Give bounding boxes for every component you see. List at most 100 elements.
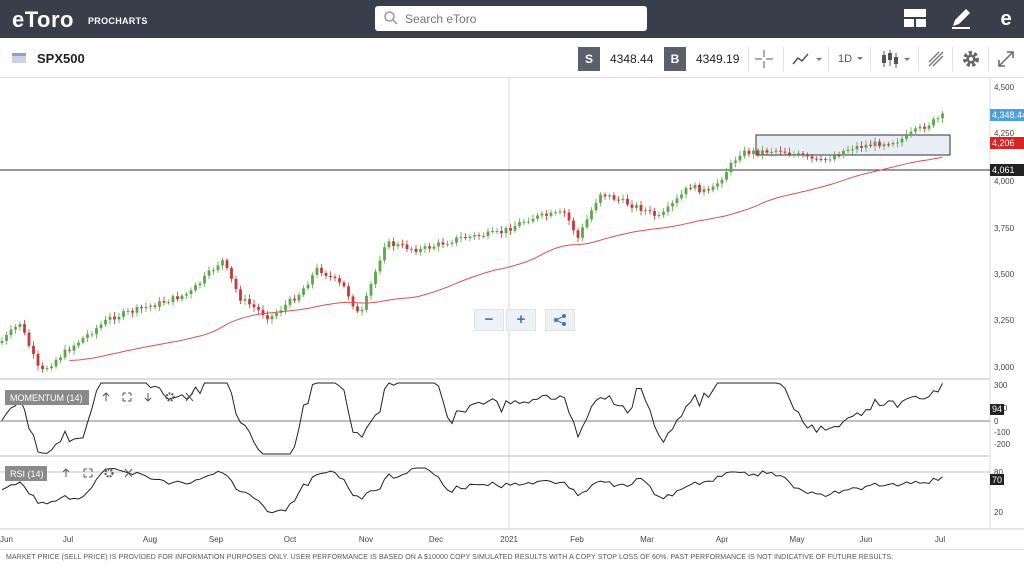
buy-price[interactable]: 4349.19 <box>696 52 740 66</box>
candle-body <box>819 159 823 161</box>
candle-body <box>725 171 728 180</box>
candle-body <box>608 195 611 197</box>
buy-button[interactable]: B <box>664 47 686 71</box>
candle-body <box>729 162 733 172</box>
candle-body <box>212 270 215 272</box>
candle-body <box>482 236 485 238</box>
candle-body <box>702 189 706 193</box>
time-tick: May <box>789 535 804 544</box>
candle-body <box>738 155 742 161</box>
candle-body <box>927 125 931 129</box>
candle-body <box>491 230 494 232</box>
candle-body <box>0 340 4 343</box>
timeframe-select[interactable]: 1D <box>838 53 853 65</box>
time-tick: Mar <box>640 535 654 544</box>
candle-body <box>14 326 17 330</box>
price-tick: 4,500 <box>994 83 1015 92</box>
candle-body <box>747 150 751 155</box>
candle-body <box>441 242 445 245</box>
layout-icon[interactable] <box>902 5 928 31</box>
candle-body <box>437 242 440 247</box>
candle-body <box>693 184 697 189</box>
rsi-controls[interactable] <box>62 468 133 478</box>
candle-body <box>5 334 8 341</box>
candle-body <box>774 150 778 152</box>
candle-body <box>414 248 418 252</box>
candle-body <box>527 221 530 223</box>
candle-body <box>171 296 175 303</box>
price-chart[interactable]: 4,500 4,250 4,000 3,750 3,500 3,250 3,00… <box>0 78 1024 549</box>
candle-body <box>302 288 305 295</box>
candle-body <box>846 149 850 151</box>
momentum-current-marker: 94 <box>992 404 1002 414</box>
candle-body <box>428 246 431 249</box>
settings-gear-icon[interactable] <box>961 49 981 69</box>
candle-body <box>149 305 152 307</box>
candle-body <box>59 357 62 360</box>
candle-body <box>855 146 859 150</box>
candle-body <box>941 113 944 119</box>
candle-body <box>473 235 476 237</box>
candle-body <box>495 230 499 232</box>
candle-body <box>77 342 80 346</box>
drawing-tools-icon[interactable] <box>927 50 945 68</box>
candle-body <box>423 246 427 249</box>
candle-body <box>630 204 634 208</box>
chevron-down-icon[interactable] <box>856 56 864 62</box>
momentum-controls[interactable] <box>102 392 194 402</box>
candle-body <box>878 141 881 147</box>
candle-body <box>329 275 332 277</box>
search-box[interactable] <box>375 6 647 31</box>
etoro-e-icon[interactable]: e <box>993 5 1019 31</box>
candle-body <box>581 227 584 238</box>
sell-price[interactable]: 4348.44 <box>610 52 654 66</box>
candle-body <box>419 248 422 252</box>
candle-body <box>446 243 449 245</box>
rsi-label: RSI (14) <box>10 469 44 479</box>
candle-body <box>801 153 805 156</box>
sell-button[interactable]: S <box>578 47 600 71</box>
edit-pencil-icon[interactable] <box>948 5 974 31</box>
search-input[interactable] <box>405 9 635 28</box>
candle-body <box>36 354 40 366</box>
candle-body <box>117 316 121 320</box>
candle-body <box>716 183 719 187</box>
candle-body <box>675 198 679 204</box>
candle-body <box>95 328 98 335</box>
price-tick: 3,500 <box>994 270 1015 279</box>
candle-body <box>648 210 652 212</box>
price-tick: 3,250 <box>994 316 1015 325</box>
share-button[interactable] <box>545 309 575 331</box>
us-flag-icon <box>12 53 26 63</box>
momentum-tick: 0 <box>994 417 999 426</box>
instrument-symbol[interactable]: SPX500 <box>37 51 85 66</box>
candle-body <box>810 156 814 159</box>
candle-body <box>554 212 557 214</box>
candle-body <box>338 278 341 283</box>
search-icon <box>384 11 398 25</box>
indicators-icon[interactable] <box>792 51 822 67</box>
candle-body <box>275 312 278 316</box>
candle-body <box>333 276 337 279</box>
candle-body <box>153 305 157 307</box>
candle-body <box>63 349 67 358</box>
candle-body <box>765 150 769 153</box>
time-tick: 2021 <box>500 535 518 544</box>
time-tick: Jun <box>860 535 873 544</box>
candle-body <box>671 203 674 207</box>
candle-body <box>680 194 683 199</box>
crosshair-icon[interactable] <box>755 50 773 68</box>
zoom-in-button[interactable]: + <box>506 309 536 331</box>
candle-body <box>626 198 629 205</box>
candle-body <box>900 138 904 143</box>
etoro-logo[interactable]: eToro <box>12 7 74 32</box>
candles-icon[interactable] <box>880 49 912 69</box>
candle-body <box>374 271 377 285</box>
share-icon <box>554 314 566 326</box>
fullscreen-icon[interactable] <box>997 50 1015 68</box>
candle-body <box>513 225 517 231</box>
zoom-out-button[interactable]: − <box>474 309 504 331</box>
candle-body <box>306 284 310 289</box>
candle-body <box>797 153 800 155</box>
candle-body <box>342 282 346 287</box>
